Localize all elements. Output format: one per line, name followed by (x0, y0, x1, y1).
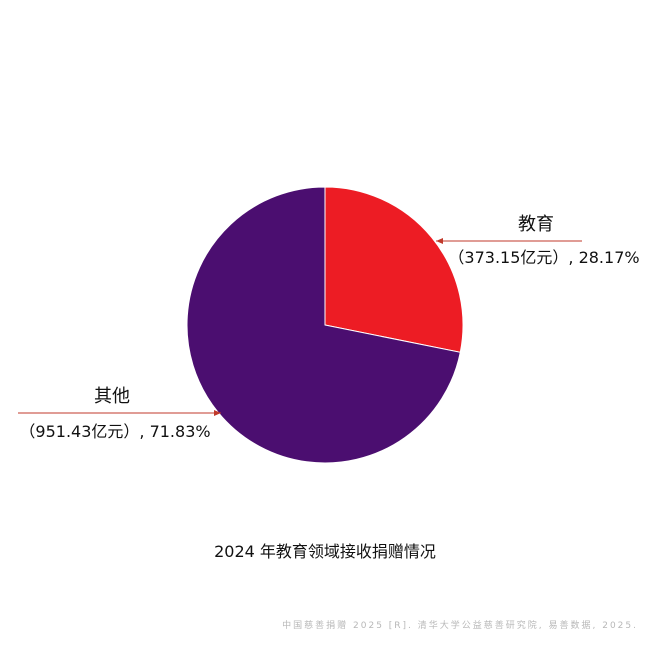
pie-slice-education (324, 186, 464, 353)
slice-label-name: 教育 (518, 214, 554, 235)
leader-arrow (436, 238, 443, 244)
slice-label-value: （951.43亿元）, 71.83% (19, 422, 210, 441)
chart-title: 2024 年教育领域接收捐赠情况 (214, 542, 436, 561)
slice-label-value: （373.15亿元）, 28.17% (448, 248, 639, 267)
leader-arrow (214, 410, 221, 416)
slice-label-name: 其他 (94, 386, 130, 407)
chart-source: 中国慈善捐赠 2025 [R]. 清华大学公益慈善研究院, 易善数据, 2025… (282, 621, 638, 631)
